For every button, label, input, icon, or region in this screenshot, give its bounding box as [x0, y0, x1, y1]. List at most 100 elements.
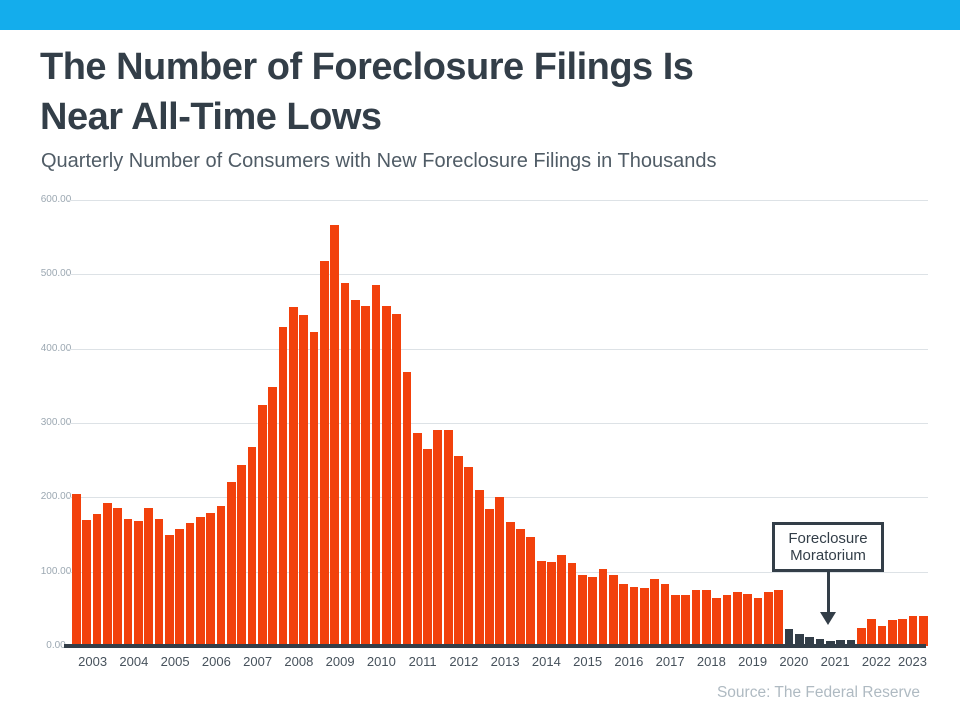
bar-2018-q1	[691, 589, 701, 646]
bar-2015-q4	[598, 569, 608, 646]
bar-2017-q2	[660, 584, 670, 646]
bar-2011-q1	[402, 371, 412, 646]
bar-2009-q2	[330, 225, 339, 646]
bar-2021-q2	[825, 640, 835, 646]
bar-2014-q4	[557, 555, 567, 646]
bar-2023-q1	[898, 618, 907, 646]
bar-2013-q3	[505, 521, 515, 646]
y-tick-label-600: 600.00	[40, 194, 72, 205]
bar-2016-q2	[619, 584, 629, 646]
x-tick-label-2016: 2016	[614, 654, 644, 669]
bar-2015-q3	[588, 576, 598, 646]
y-tick-label-500: 500.00	[40, 268, 72, 280]
y-axis-labels: 600.00 500.00 400.00 300.00 200.00 100.00 0.00	[36, 194, 76, 651]
bar-2018-q3	[712, 598, 722, 646]
bar-2008-q2	[288, 307, 298, 646]
bar-2017-q1	[650, 579, 660, 646]
x-tick-label-2020: 2020	[779, 654, 809, 669]
page-title-line1: The Number of Foreclosure Filings Is	[40, 46, 694, 88]
bar-2012-q4	[474, 489, 484, 646]
bar-2010-q4	[392, 314, 401, 646]
y-tick-label-100: 100.00	[40, 565, 72, 577]
x-tick-label-2021: 2021	[820, 654, 850, 669]
bar-2008-q4	[309, 331, 319, 646]
bar-2017-q4	[681, 595, 691, 646]
bar-2007-q3	[257, 405, 267, 646]
bar-2009-q3	[340, 282, 350, 646]
gridline-500	[68, 274, 928, 276]
page-title: The Number of Foreclosure Filings Is Nea…	[40, 42, 920, 142]
x-tick-label-2005: 2005	[160, 654, 190, 669]
x-tick-label-2008: 2008	[284, 654, 314, 669]
bar-2016-q4	[640, 588, 649, 646]
bar-2015-q1	[567, 562, 577, 646]
bar-2020-q4	[805, 637, 815, 646]
bar-2019-q4	[763, 592, 773, 646]
bar-2020-q2	[784, 628, 794, 646]
x-tick-label-2003: 2003	[78, 654, 108, 669]
bar-2014-q2	[536, 560, 546, 646]
bar-2003-q1	[72, 494, 81, 646]
x-tick-label-2014: 2014	[531, 654, 561, 669]
bar-2008-q3	[299, 315, 308, 646]
bar-2014-q1	[526, 537, 536, 646]
bar-2006-q1	[195, 517, 205, 646]
bar-2005-q4	[185, 522, 195, 646]
bar-2010-q2	[371, 285, 381, 646]
x-tick-label-2004: 2004	[119, 654, 149, 669]
bar-2003-q2	[82, 519, 92, 646]
bar-2012-q1	[443, 429, 453, 646]
bar-2015-q2	[578, 574, 587, 646]
bar-2018-q4	[722, 595, 732, 646]
bar-2011-q3	[423, 449, 432, 646]
x-tick-label-2011: 2011	[408, 654, 437, 669]
bar-2022-q4	[887, 619, 897, 646]
x-tick-label-2023: 2023	[898, 654, 927, 669]
moratorium-callout-box: Foreclosure Moratorium	[772, 522, 884, 572]
moratorium-callout-line1: Foreclosure	[788, 529, 868, 547]
bar-2011-q4	[433, 430, 443, 646]
bar-2023-q3	[918, 615, 928, 646]
x-tick-label-2007: 2007	[243, 654, 273, 669]
bar-2007-q2	[247, 446, 257, 646]
bar-2003-q4	[102, 502, 112, 646]
bar-2004-q3	[133, 521, 143, 646]
chart-subtitle: Quarterly Number of Consumers with New F…	[41, 150, 717, 172]
bar-2016-q3	[629, 587, 639, 646]
bar-2009-q1	[319, 260, 329, 646]
bar-2013-q4	[516, 528, 525, 646]
bar-2007-q4	[268, 387, 277, 646]
bar-2013-q1	[485, 509, 494, 646]
bar-2019-q2	[743, 593, 753, 646]
bar-2019-q3	[753, 598, 763, 646]
bar-2019-q1	[733, 592, 742, 646]
x-axis-line	[64, 644, 926, 648]
y-tick-label-0: 0.00	[46, 640, 66, 651]
bar-2012-q3	[464, 466, 474, 646]
bar-2016-q1	[609, 574, 618, 646]
bar-2005-q3	[175, 528, 185, 646]
bar-2022-q1	[856, 628, 866, 646]
bar-2021-q3	[836, 640, 846, 646]
y-tick-label-300: 300.00	[40, 417, 72, 428]
bar-2005-q2	[164, 535, 174, 646]
y-tick-label-400: 400.00	[40, 342, 72, 354]
gridline-300	[68, 423, 928, 424]
bar-2010-q1	[361, 305, 370, 646]
x-tick-label-2017: 2017	[655, 654, 685, 669]
x-tick-label-2019: 2019	[738, 654, 768, 669]
y-tick-label-200: 200.00	[40, 491, 72, 503]
bar-2021-q4	[846, 640, 856, 646]
bar-2010-q3	[381, 306, 391, 646]
bar-2021-q1	[815, 638, 825, 646]
moratorium-callout-line2: Moratorium	[790, 547, 866, 564]
bar-2004-q1	[113, 507, 123, 646]
down-arrow-icon	[826, 571, 830, 613]
bar-2013-q2	[495, 497, 505, 646]
x-tick-label-2006: 2006	[201, 654, 231, 669]
x-tick-label-2018: 2018	[696, 654, 726, 669]
gridline-600	[68, 200, 928, 201]
bar-2003-q3	[92, 513, 102, 646]
x-tick-label-2022: 2022	[861, 654, 891, 669]
bar-2008-q1	[278, 327, 288, 646]
